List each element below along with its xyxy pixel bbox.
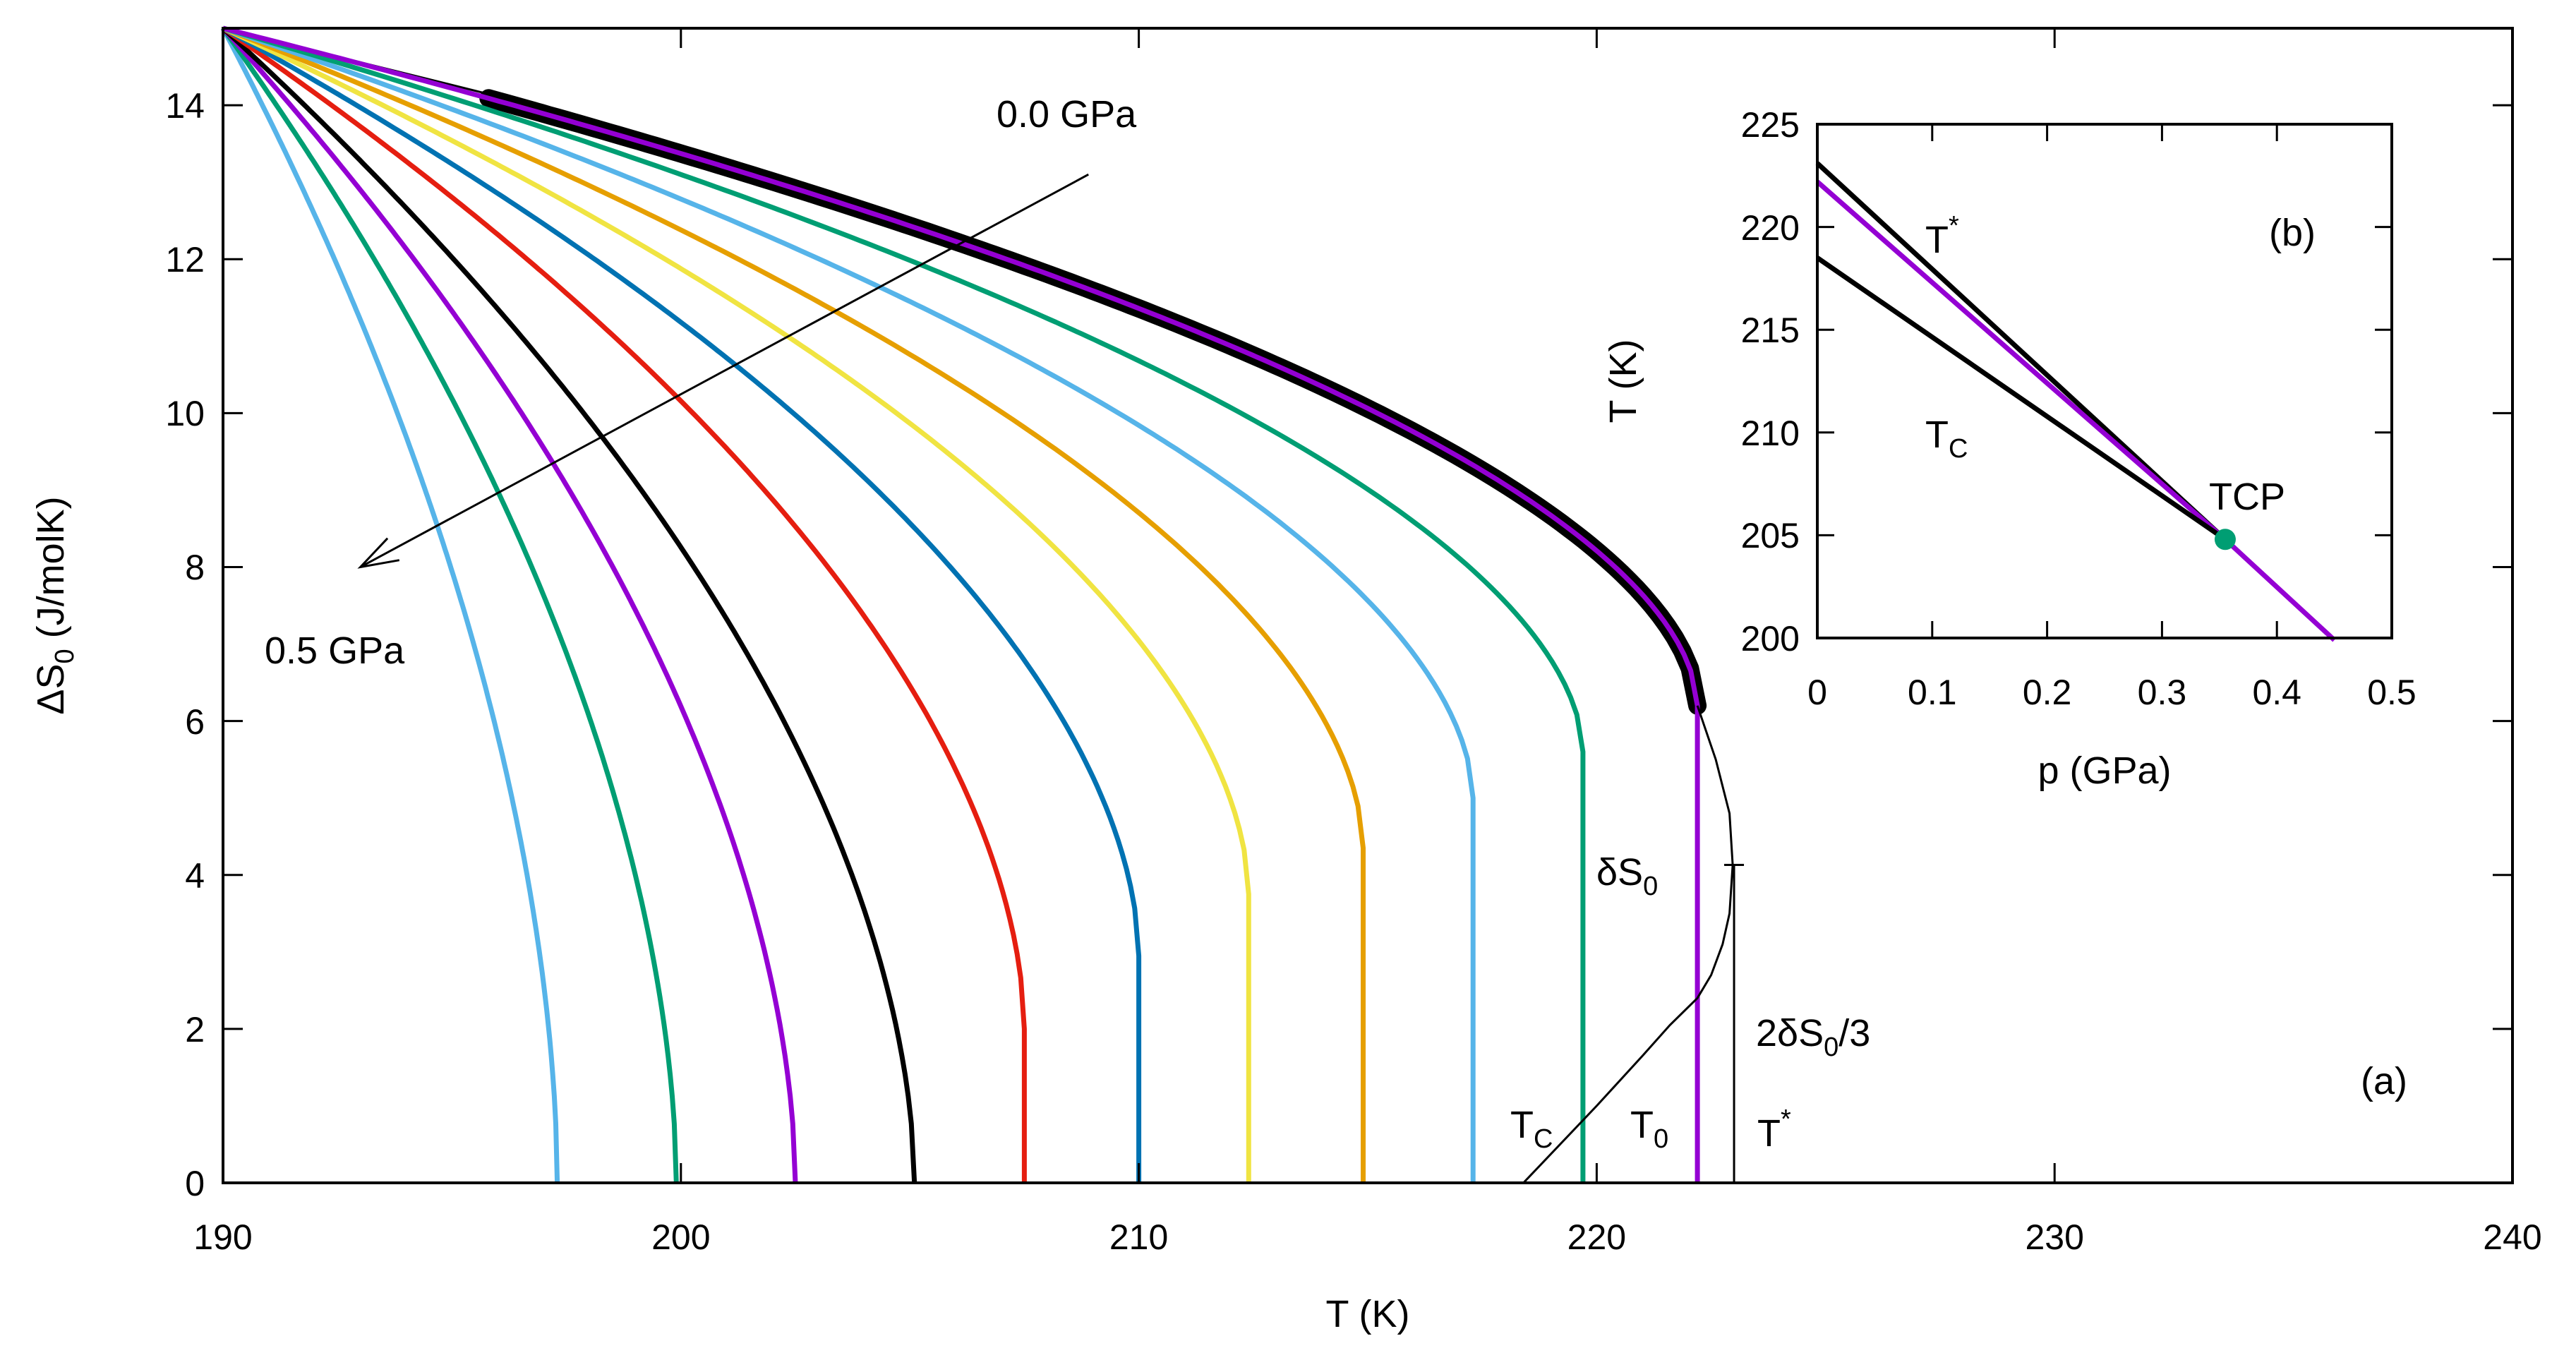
main-x-tick-label: 210 [1109,1217,1168,1257]
two-thirds-sub: 0 [1824,1033,1838,1062]
tc-label: TC [1510,1104,1553,1154]
inset-y-tick-label: 200 [1741,619,1800,658]
series-line-040GPa [221,26,798,1184]
series-line-000GPa [222,25,1700,1183]
panel-label-a: (a) [2361,1060,2407,1102]
inset-tc-main: T [1925,414,1949,456]
pressure-arrow-head [357,537,400,569]
inset-tc-sub: C [1949,434,1968,464]
main-y-tick-label: 0 [185,1164,205,1203]
inset-x-tick-label: 0.2 [2023,673,2072,712]
series-line-010GPa [222,25,1476,1183]
main-construction-lines [357,173,1745,1184]
pressure-arrow-shaft [359,173,1089,568]
series-line-005GPa [222,25,1586,1183]
inset-x-axis-title: p (GPa) [2038,750,2171,792]
delta-s0-label: δS0 [1596,851,1658,901]
delta-s0-main: δS [1596,851,1643,893]
main-x-tick-label: 200 [651,1217,710,1257]
series-line-045GPa [221,26,679,1184]
two-thirds-label: 2δS0/3 [1756,1012,1870,1062]
main-y-tick-label: 14 [165,86,205,126]
main-ticks [222,28,2514,1184]
main-y-axis-title: ΔS0 (J/molK) [30,496,80,714]
tstar-sup: * [1781,1105,1791,1134]
inset-x-tick-label: 0 [1807,673,1827,712]
inset-plot-frame [1816,123,2393,639]
main-x-tick-label: 220 [1567,1217,1626,1257]
inset-y-axis-title: T (K) [1602,339,1644,423]
main-chart: 190 200 210 220 230 240 0 2 4 6 8 10 12 … [30,25,2542,1335]
inset-y-tick-label: 220 [1741,208,1800,248]
inset-chart: 0 0.1 0.2 0.3 0.4 0.5 200 205 210 215 22… [1602,105,2416,792]
main-y-tick-label: 6 [185,702,205,742]
construction-curve [1522,705,1734,1184]
inset-y-tick-label: 225 [1741,105,1800,145]
main-x-tick-label: 230 [2025,1217,2083,1257]
delta-s0-sub: 0 [1643,872,1658,901]
series-line-020GPa [222,25,1251,1183]
tstar-label: T* [1757,1105,1791,1155]
inset-series-line-TC [1816,255,2227,542]
inset-tc-label: TC [1925,414,1968,464]
tcp-point [2214,529,2236,550]
main-y-tick-label: 4 [185,856,205,896]
inset-ticks [1816,123,2393,639]
inset-y-tick-label: 205 [1741,516,1800,555]
inset-tstar-sup: * [1949,211,1959,241]
arrow-label-start: 0.0 GPa [997,93,1137,136]
two-thirds-main: 2δS [1756,1012,1824,1054]
main-y-tick-label: 2 [185,1010,205,1049]
inset-x-tick-label: 0.5 [2367,673,2416,712]
series-line-025GPa [222,25,1142,1183]
series-line-030GPa [222,26,1027,1183]
main-x-tick-label: 190 [193,1217,252,1257]
tstar-main: T [1757,1112,1781,1155]
main-plot-frame [222,27,2514,1184]
arrow-label-end: 0.5 GPa [265,630,405,672]
series-line-050GPa [220,27,560,1184]
t0-label: T0 [1630,1104,1668,1154]
t0-main: T [1630,1104,1654,1146]
y-title-sub: 0 [50,649,80,663]
series-line-015GPa [222,25,1366,1183]
main-x-axis-title: T (K) [1326,1293,1410,1335]
y-title-main: ΔS [30,664,72,715]
inset-x-tick-label: 0.1 [1908,673,1957,712]
main-y-tick-label: 10 [165,394,205,433]
y-title-tail: (J/molK) [30,496,72,649]
inset-y-tick-label: 210 [1741,414,1800,453]
inset-y-tick-label: 215 [1741,311,1800,350]
tc-main: T [1510,1104,1534,1146]
main-series-lines [220,25,1707,1184]
tcp-label: TCP [2209,476,2285,518]
inset-x-tick-label: 0.3 [2138,673,2187,712]
inset-tstar-label: T* [1925,211,1959,261]
inset-series-lines [1815,161,2336,642]
inset-x-tick-label: 0.4 [2252,673,2301,712]
two-thirds-tail: /3 [1838,1012,1870,1054]
main-y-tick-label: 12 [165,240,205,279]
main-y-tick-label: 8 [185,548,205,587]
inset-background [1817,124,2392,638]
series-line-035GPa [221,26,917,1184]
panel-label-b: (b) [2269,212,2316,254]
main-x-tick-label: 240 [2483,1217,2541,1257]
inset-tstar-main: T [1925,219,1949,261]
t0-sub: 0 [1654,1124,1668,1154]
tc-sub: C [1534,1124,1553,1154]
